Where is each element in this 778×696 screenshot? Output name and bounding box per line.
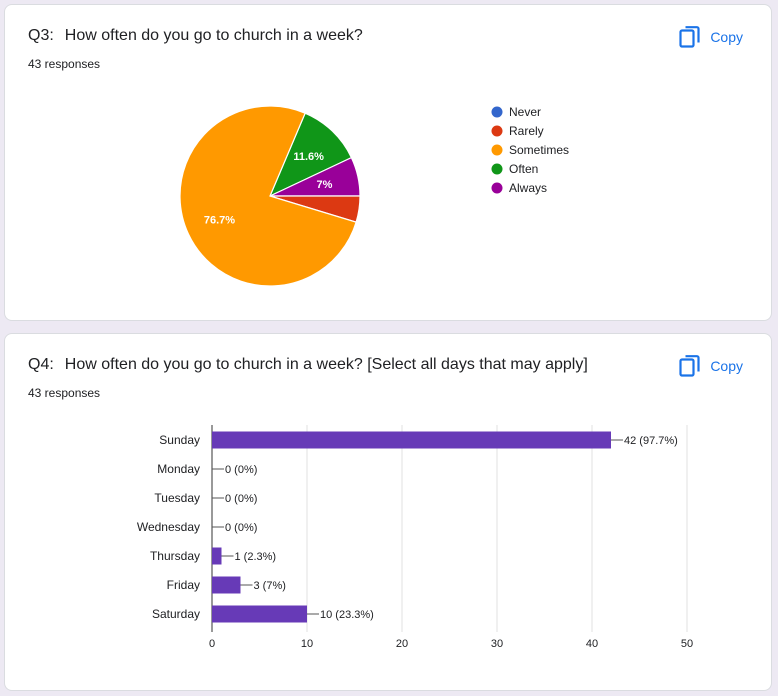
x-tick-label: 30 xyxy=(491,638,503,650)
legend-item-sometimes[interactable]: Sometimes xyxy=(491,143,570,157)
value-label-sunday: 42 (97.7%) xyxy=(624,435,678,447)
legend-swatch xyxy=(491,106,503,118)
legend-label: Sometimes xyxy=(509,143,569,157)
legend-item-rarely[interactable]: Rarely xyxy=(491,124,544,138)
question-title: Q3: How often do you go to church in a we… xyxy=(28,27,363,45)
value-label-friday: 3 (7%) xyxy=(254,580,286,592)
legend-label: Always xyxy=(509,181,547,195)
legend-item-always[interactable]: Always xyxy=(491,181,548,195)
x-tick-label: 10 xyxy=(301,638,313,650)
copy-label: Copy xyxy=(710,358,743,374)
copy-icon xyxy=(679,354,701,378)
category-label-wednesday: Wednesday xyxy=(137,520,200,534)
pie-slice-often xyxy=(268,112,353,198)
category-label-friday: Friday xyxy=(167,578,200,592)
x-tick-label: 50 xyxy=(681,638,693,650)
legend-label: Rarely xyxy=(509,124,544,138)
question-number: Q3: xyxy=(28,27,54,44)
response-count: 43 responses xyxy=(28,386,101,400)
value-label-saturday: 10 (23.3%) xyxy=(320,609,374,621)
legend-swatch xyxy=(491,144,503,156)
question-text: How often do you go to church in a week? xyxy=(64,27,363,44)
legend-swatch xyxy=(491,125,503,137)
bar-thursday xyxy=(212,547,222,565)
legend-label: Often xyxy=(509,162,538,176)
copy-icon xyxy=(679,25,701,49)
x-tick-label: 40 xyxy=(586,638,598,650)
pie-slice-sometimes xyxy=(179,105,357,287)
x-tick-label: 0 xyxy=(209,638,215,650)
legend-item-never[interactable]: Never xyxy=(491,105,542,119)
category-label-saturday: Saturday xyxy=(152,607,200,621)
category-label-thursday: Thursday xyxy=(150,549,200,563)
question-title: Q4: How often do you go to church in a we… xyxy=(28,356,588,374)
legend-label: Never xyxy=(509,105,541,119)
pie-label-often: 11.6% xyxy=(293,151,324,163)
pie-chart: 11.6% 7% 76.7% Never Rarely Sometimes Often Alw… xyxy=(179,105,570,287)
legend-swatch xyxy=(491,182,503,194)
category-label-tuesday: Tuesday xyxy=(154,491,200,505)
category-label-sunday: Sunday xyxy=(159,433,200,447)
value-label-thursday: 1 (2.3%) xyxy=(235,551,277,563)
bars: Sunday 42 (97.7%) Monday 0 (0%) Tuesday 0 (0%… xyxy=(137,431,678,623)
chart-legend: Never Rarely Sometimes Often Always xyxy=(491,105,570,195)
copy-chart-button[interactable]: Copy xyxy=(675,23,747,51)
copy-chart-button[interactable]: Copy xyxy=(675,352,747,380)
value-label-tuesday: 0 (0%) xyxy=(225,493,257,505)
bar-sunday xyxy=(212,431,611,449)
value-label-wednesday: 0 (0%) xyxy=(225,522,257,534)
x-tick-label: 20 xyxy=(396,638,408,650)
legend-swatch xyxy=(491,163,503,175)
question-card-q4: Q4: How often do you go to church in a we… xyxy=(4,333,772,691)
category-label-monday: Monday xyxy=(157,462,200,476)
value-label-monday: 0 (0%) xyxy=(225,464,257,476)
pie-label-sometimes: 76.7% xyxy=(204,215,235,227)
pie-label-always: 7% xyxy=(316,179,332,191)
question-text: How often do you go to church in a week?… xyxy=(64,356,588,373)
copy-label: Copy xyxy=(710,29,743,45)
response-count: 43 responses xyxy=(28,57,101,71)
question-number: Q4: xyxy=(28,356,54,373)
bar-chart: 0 10 20 30 40 50 Sunday 42 (97.7%) Monday 0 (0%) T… xyxy=(137,425,693,650)
pie-slices: 11.6% 7% 76.7% xyxy=(179,105,361,287)
question-card-q3: Q3: How often do you go to church in a we… xyxy=(4,4,772,321)
bar-saturday xyxy=(212,605,307,623)
bar-friday xyxy=(212,576,241,594)
x-grid: 0 10 20 30 40 50 xyxy=(209,425,693,650)
legend-item-often[interactable]: Often xyxy=(491,162,539,176)
